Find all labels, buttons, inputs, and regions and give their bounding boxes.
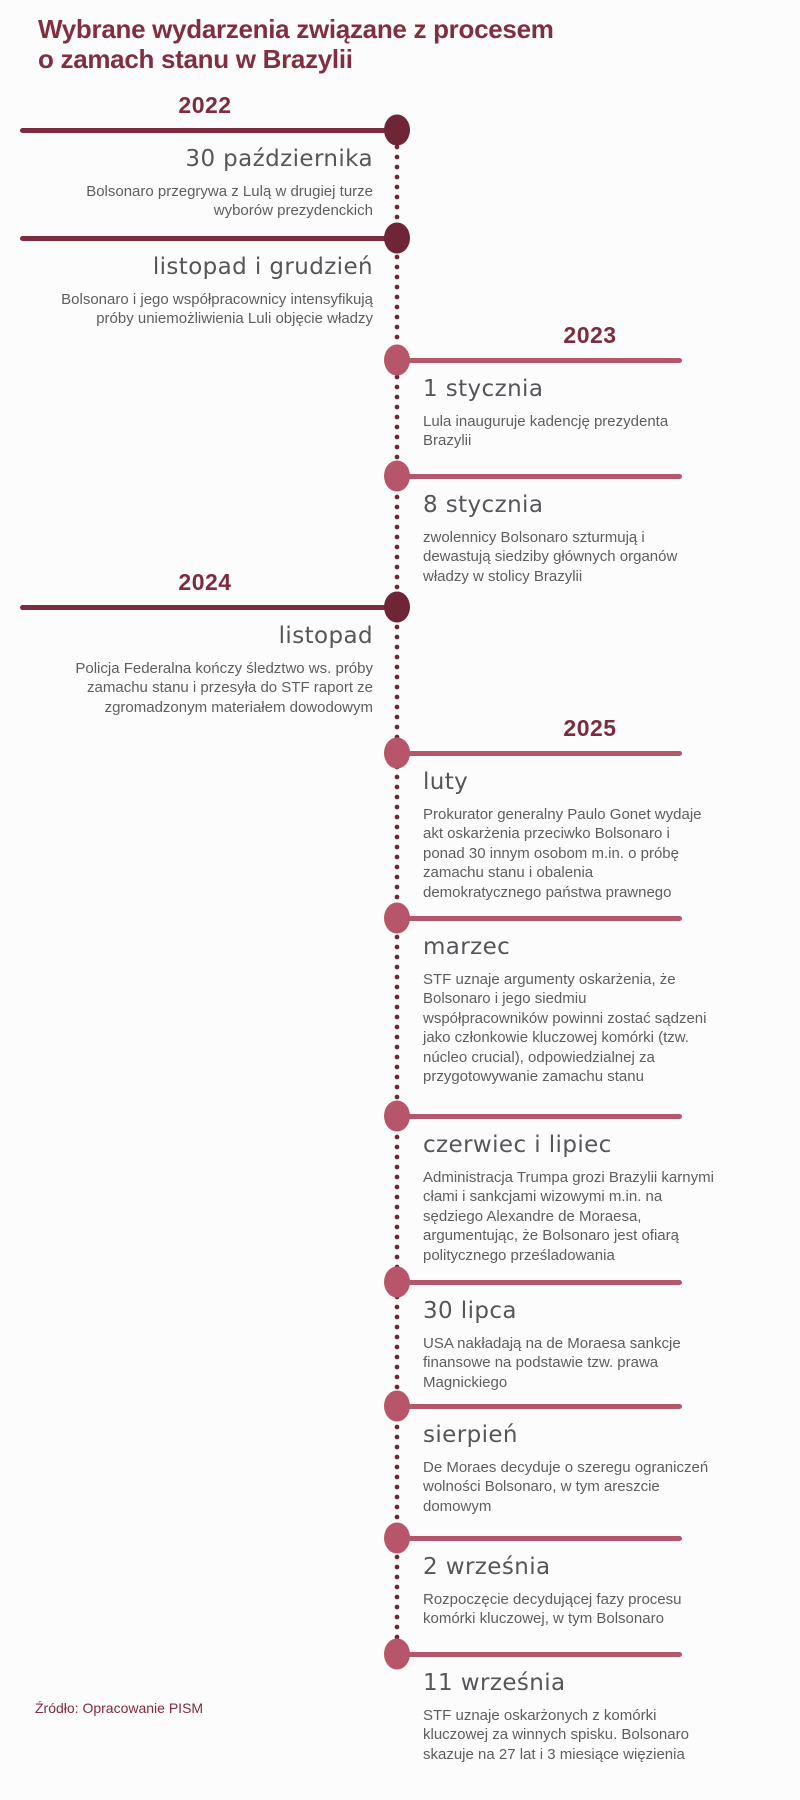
- timeline-dot: [384, 1522, 410, 1554]
- event-heading: marzec: [423, 934, 511, 960]
- event-description: STF uznaje argumenty oskarżenia, że Bols…: [423, 970, 707, 1086]
- timeline-dot: [384, 591, 410, 623]
- event-description: Rozpoczęcie decydującej fazy procesu kom…: [423, 1590, 682, 1628]
- event-description: Administracja Trumpa grozi Brazylii karn…: [423, 1168, 714, 1264]
- event-heading: 30 października: [185, 146, 373, 172]
- event-description: zwolennicy Bolsonaro szturmują i dewastu…: [423, 528, 678, 585]
- timeline-dot: [384, 222, 410, 254]
- timeline-dot: [384, 1390, 410, 1422]
- year-label: 2025: [563, 715, 617, 741]
- event-content: 30 października Bolsonaro przegrywa z Lul…: [38, 145, 373, 221]
- event-heading: 11 września: [423, 1670, 566, 1696]
- event-content: marzec STF uznaje argumenty oskarżenia, ż…: [423, 933, 715, 1087]
- event-heading: 8 stycznia: [423, 492, 544, 518]
- timeline-dot: [384, 737, 410, 769]
- event-content: luty Prokurator generalny Paulo Gonet wyd…: [423, 768, 715, 902]
- timeline-dot: [384, 1266, 410, 1298]
- event-description: STF uznaje oskarżonych z komórki kluczow…: [423, 1706, 689, 1763]
- event-heading: sierpień: [423, 1422, 518, 1448]
- event-heading: 1 stycznia: [423, 376, 544, 402]
- event-content: 8 stycznia zwolennicy Bolsonaro szturmują…: [423, 491, 715, 586]
- timeline-connector-line: [397, 474, 682, 479]
- event-description: Bolsonaro i jego współpracownicy intensy…: [61, 290, 373, 328]
- year-label: 2022: [178, 92, 232, 118]
- event-description: Prokurator generalny Paulo Gonet wydaje …: [423, 805, 702, 901]
- timeline-connector-line: [20, 128, 397, 133]
- timeline-dotted-axis: [394, 134, 400, 1668]
- timeline-connector-line: [20, 605, 397, 610]
- event-content: 1 stycznia Lula inauguruje kadencję prezy…: [423, 375, 715, 451]
- timeline-connector-line: [397, 1536, 682, 1541]
- event-heading: 30 lipca: [423, 1298, 517, 1324]
- event-heading: listopad: [278, 623, 373, 649]
- source-note: Źródło: Opracowanie PISM: [35, 1700, 204, 1716]
- year-label: 2023: [563, 322, 617, 348]
- timeline-dot: [384, 1638, 410, 1670]
- year-label: 2024: [178, 569, 232, 595]
- event-heading: luty: [423, 769, 469, 795]
- timeline-connector-line: [397, 1404, 682, 1409]
- event-content: czerwiec i lipiec Administracja Trumpa gr…: [423, 1131, 715, 1265]
- event-description: Lula inauguruje kadencję prezydenta Braz…: [423, 412, 669, 450]
- event-content: 30 lipca USA nakładają na de Moraesa sank…: [423, 1297, 715, 1392]
- event-description: Policja Federalna kończy śledztwo ws. pr…: [75, 659, 373, 716]
- timeline-connector-line: [397, 358, 682, 363]
- timeline-dot: [384, 1100, 410, 1132]
- event-description: USA nakładają na de Moraesa sankcje fina…: [423, 1334, 681, 1391]
- timeline-dot: [384, 114, 410, 146]
- timeline-connector-line: [397, 1114, 682, 1119]
- timeline-connector-line: [20, 236, 397, 241]
- event-description: De Moraes decyduje o szeregu ograniczeń …: [423, 1458, 709, 1515]
- timeline-dot: [384, 902, 410, 934]
- event-heading: czerwiec i lipiec: [423, 1132, 612, 1158]
- event-content: 11 września STF uznaje oskarżonych z komó…: [423, 1669, 715, 1764]
- timeline-connector-line: [397, 751, 682, 756]
- event-content: listopad i grudzień Bolsonaro i jego wspó…: [38, 253, 373, 329]
- page-title: Wybrane wydarzenia związane z procesem o…: [38, 14, 554, 75]
- event-description: Bolsonaro przegrywa z Lulą w drugiej tur…: [86, 182, 373, 220]
- event-heading: listopad i grudzień: [152, 254, 373, 280]
- event-heading: 2 września: [423, 1554, 551, 1580]
- event-content: sierpień De Moraes decyduje o szeregu ogr…: [423, 1421, 715, 1516]
- timeline-connector-line: [397, 1652, 682, 1657]
- timeline-connector-line: [397, 1280, 682, 1285]
- timeline-connector-line: [397, 916, 682, 921]
- timeline-dot: [384, 344, 410, 376]
- event-content: 2 września Rozpoczęcie decydującej fazy p…: [423, 1553, 715, 1629]
- event-content: listopad Policja Federalna kończy śledztw…: [38, 622, 373, 717]
- timeline-dot: [384, 460, 410, 492]
